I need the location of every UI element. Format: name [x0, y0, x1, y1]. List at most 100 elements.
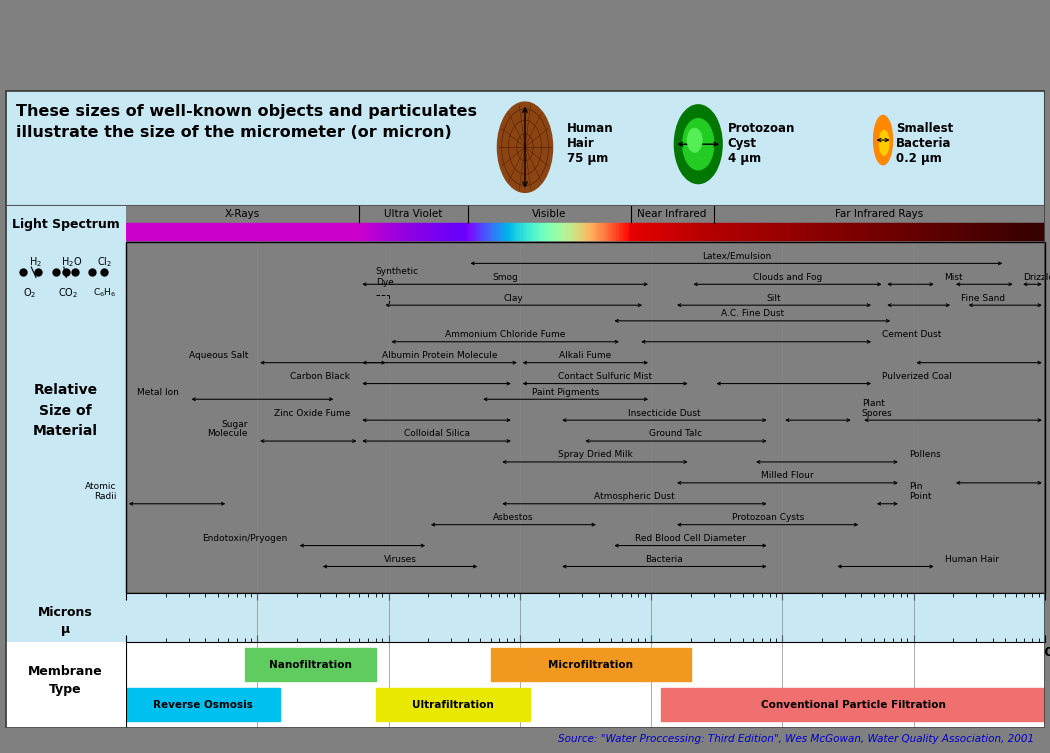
Bar	[502, 223, 503, 239]
Bar	[255, 223, 256, 239]
Bar	[287, 223, 288, 239]
Bar	[981, 223, 982, 239]
Bar	[564, 223, 566, 239]
Bar	[800, 223, 802, 239]
Bar	[568, 223, 570, 239]
Bar	[426, 223, 428, 239]
Bar	[991, 223, 993, 239]
Text: X-Rays: X-Rays	[225, 209, 260, 219]
Bar	[722, 223, 724, 239]
Bar	[658, 223, 660, 239]
Bar	[868, 223, 869, 239]
Bar	[1040, 223, 1041, 239]
Bar	[472, 223, 474, 239]
Bar	[756, 223, 757, 239]
Bar	[240, 223, 242, 239]
Bar	[544, 223, 546, 239]
Bar	[846, 223, 847, 239]
Bar	[894, 223, 896, 239]
Bar	[1011, 223, 1013, 239]
Bar	[680, 223, 682, 239]
Bar	[905, 223, 906, 239]
Bar	[741, 223, 742, 239]
Bar	[476, 223, 478, 239]
Bar	[877, 223, 879, 239]
Bar	[551, 223, 553, 239]
Bar	[382, 223, 383, 239]
Bar	[200, 223, 202, 239]
Bar	[957, 223, 959, 239]
Bar	[864, 223, 866, 239]
Text: Human Hair: Human Hair	[945, 555, 999, 564]
Bar	[684, 223, 686, 239]
Text: Smallest
Bacteria
0.2 μm: Smallest Bacteria 0.2 μm	[896, 122, 953, 166]
Bar	[803, 223, 805, 239]
Bar	[302, 223, 304, 239]
Text: Carbon Black: Carbon Black	[290, 372, 350, 381]
Bar	[908, 223, 910, 239]
Bar	[323, 223, 324, 239]
Bar	[266, 223, 268, 239]
Bar	[170, 223, 172, 239]
Bar	[209, 223, 211, 239]
Bar	[175, 223, 177, 239]
Bar	[693, 223, 695, 239]
Text: O$_2$: O$_2$	[23, 286, 36, 300]
Bar	[375, 223, 376, 239]
Bar	[988, 223, 989, 239]
Bar	[336, 223, 338, 239]
Bar	[349, 223, 351, 239]
Bar	[932, 223, 934, 239]
Bar	[522, 223, 524, 239]
Bar	[783, 223, 785, 239]
Bar	[942, 223, 944, 239]
Bar	[517, 223, 518, 239]
Circle shape	[674, 105, 722, 184]
Bar	[167, 223, 168, 239]
Bar	[883, 223, 884, 239]
Bar	[520, 223, 522, 239]
Bar	[297, 223, 299, 239]
Bar	[742, 223, 744, 239]
Bar	[288, 223, 290, 239]
Bar	[771, 223, 772, 239]
Bar	[815, 223, 817, 239]
Bar	[590, 223, 592, 239]
Bar	[695, 223, 697, 239]
Bar	[605, 223, 607, 239]
Bar	[872, 223, 874, 239]
Bar	[236, 223, 238, 239]
Bar	[620, 223, 622, 239]
Bar	[444, 223, 446, 239]
Ellipse shape	[498, 102, 552, 192]
Text: Membrane
Type: Membrane Type	[28, 665, 103, 696]
Bar	[512, 223, 514, 239]
Bar	[647, 223, 649, 239]
Bar	[734, 223, 735, 239]
Bar	[534, 223, 537, 239]
Bar	[967, 223, 969, 239]
Bar	[231, 223, 233, 239]
Bar	[319, 223, 321, 239]
Text: Ammonium Chloride Fume: Ammonium Chloride Fume	[445, 330, 565, 339]
Text: Pulverized Coal: Pulverized Coal	[882, 372, 952, 381]
Bar	[459, 223, 461, 239]
Bar	[192, 223, 194, 239]
Text: Paint Pigments: Paint Pigments	[532, 388, 600, 397]
Bar	[443, 223, 444, 239]
Bar	[989, 223, 991, 239]
Bar	[262, 223, 265, 239]
Bar	[527, 223, 529, 239]
Text: Conventional Particle Filtration: Conventional Particle Filtration	[760, 700, 945, 710]
Bar	[668, 223, 669, 239]
Bar	[835, 223, 837, 239]
Text: Protozoan Cysts: Protozoan Cysts	[732, 513, 804, 522]
Bar	[945, 223, 947, 239]
Bar	[859, 223, 861, 239]
Bar	[644, 223, 645, 239]
Bar	[651, 223, 653, 239]
Bar	[177, 223, 180, 239]
Bar	[744, 223, 747, 239]
Bar	[573, 223, 575, 239]
Bar	[555, 223, 556, 239]
